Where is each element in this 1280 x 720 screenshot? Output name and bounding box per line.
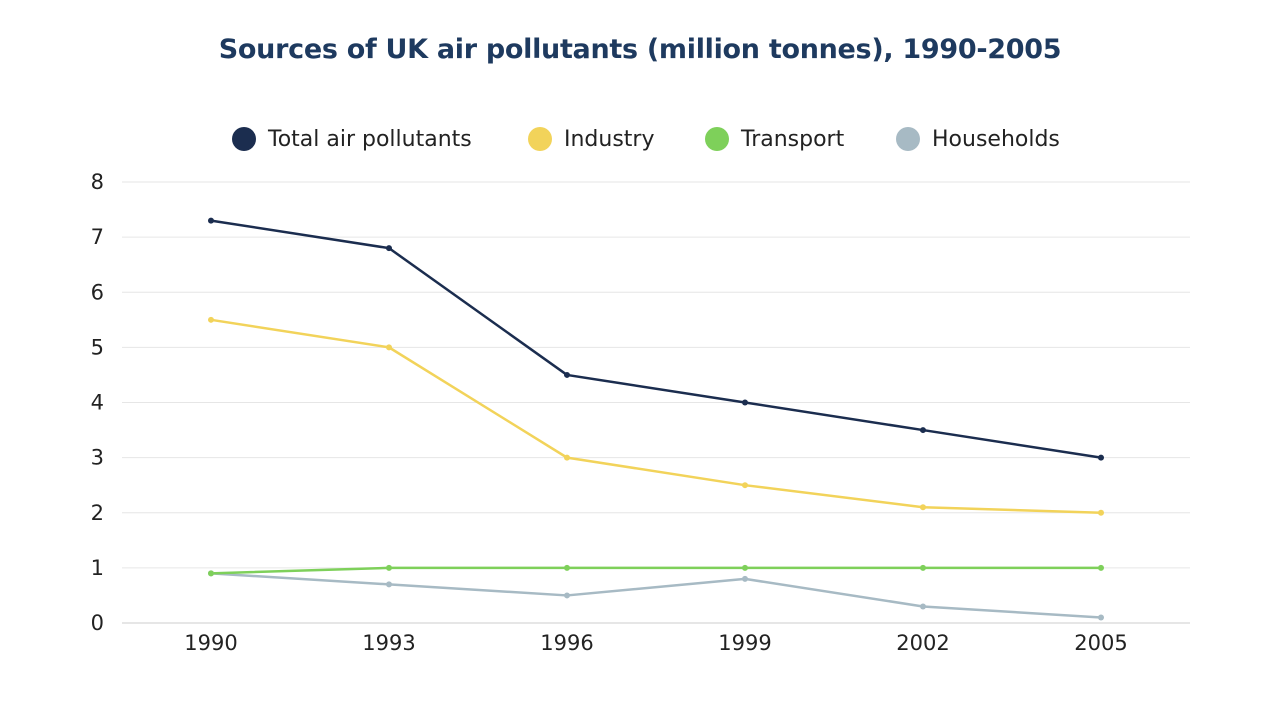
data-point-total-air-pollutants-1996 [564, 371, 570, 378]
data-point-industry-1999 [742, 482, 748, 489]
chart-title: Sources of UK air pollutants (million to… [218, 34, 1062, 65]
data-point-transport-2005 [1098, 564, 1104, 571]
legend-label-transport: Transport [741, 126, 845, 152]
data-point-transport-1996 [564, 564, 570, 571]
legend-label-households: Households [932, 126, 1060, 152]
y-tick-label-3: 3 [91, 446, 104, 470]
data-point-total-air-pollutants-2002 [920, 427, 926, 434]
legend-swatch-industry [528, 127, 552, 151]
data-point-transport-1990 [208, 570, 214, 577]
data-point-industry-2002 [920, 504, 926, 511]
y-tick-label-0: 0 [91, 611, 104, 635]
y-tick-label-8: 8 [91, 170, 104, 194]
data-point-households-1999 [742, 575, 748, 582]
x-tick-label-1996: 1996 [540, 631, 593, 655]
chart-legend: Total air pollutants Industry Transport … [0, 122, 1280, 156]
series-line-industry [209, 318, 1103, 514]
data-point-total-air-pollutants-1990 [208, 217, 214, 224]
data-point-households-2002 [920, 603, 926, 610]
data-point-industry-2005 [1098, 509, 1104, 516]
data-point-households-1996 [564, 592, 570, 599]
data-point-industry-1990 [208, 316, 214, 323]
legend-label-industry: Industry [564, 126, 655, 152]
data-point-transport-2002 [920, 564, 926, 571]
legend-label-total: Total air pollutants [268, 126, 472, 152]
data-point-industry-1996 [564, 454, 570, 461]
series-line-households [209, 572, 1103, 619]
legend-item-industry: Industry [528, 122, 655, 156]
data-point-households-2005 [1098, 614, 1104, 621]
legend-swatch-households [896, 127, 920, 151]
y-tick-label-2: 2 [91, 501, 104, 525]
legend-item-transport: Transport [705, 122, 844, 156]
legend-swatch-total [232, 127, 256, 151]
legend-swatch-transport [705, 127, 729, 151]
y-tick-label-5: 5 [91, 335, 104, 359]
x-tick-label-2002: 2002 [896, 631, 949, 655]
x-tick-label-1993: 1993 [362, 631, 415, 655]
x-tick-label-1990: 1990 [184, 631, 237, 655]
data-point-transport-1999 [742, 564, 748, 571]
series-line-total-air-pollutants [209, 219, 1103, 459]
data-point-industry-1993 [386, 344, 392, 351]
data-point-transport-1993 [386, 564, 392, 571]
y-tick-label-6: 6 [91, 280, 104, 304]
x-tick-label-1999: 1999 [718, 631, 771, 655]
y-tick-label-1: 1 [91, 556, 104, 580]
legend-item-households: Households [896, 122, 1060, 156]
data-point-households-1993 [386, 581, 392, 588]
series-line-transport [209, 566, 1103, 575]
y-tick-label-7: 7 [91, 225, 104, 249]
legend-item-total: Total air pollutants [232, 122, 472, 156]
data-point-total-air-pollutants-1993 [386, 245, 392, 252]
y-tick-label-4: 4 [91, 391, 104, 415]
data-point-total-air-pollutants-1999 [742, 399, 748, 406]
data-point-total-air-pollutants-2005 [1098, 454, 1104, 461]
x-tick-label-2005: 2005 [1074, 631, 1127, 655]
